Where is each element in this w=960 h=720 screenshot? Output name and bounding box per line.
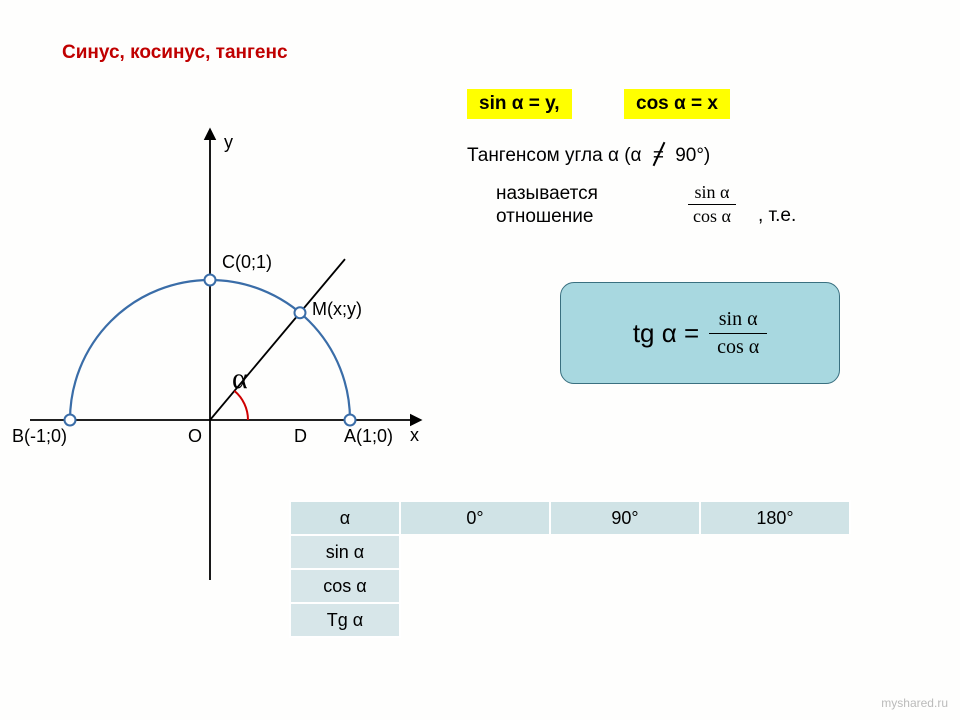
cos-definition-box: cos α = x xyxy=(624,89,730,119)
tg-frac-bot: cos α xyxy=(709,336,767,359)
watermark: myshared.ru xyxy=(881,696,948,710)
angle-alpha-label: α xyxy=(232,362,248,396)
point-m-label: M(x;y) xyxy=(312,299,362,320)
axis-y-label: y xyxy=(224,132,233,153)
origin-label: O xyxy=(188,426,202,447)
point-a-label: A(1;0) xyxy=(344,426,393,447)
tg-frac-top: sin α xyxy=(709,308,767,331)
table-overlay xyxy=(401,534,855,638)
tangent-def-line1: Тангенсом угла α (α = 90°) xyxy=(467,145,710,167)
table-header: 90° xyxy=(550,501,700,535)
sin-over-cos-small: sin α cos α xyxy=(688,182,736,227)
tangent-def-text-b: 90°) xyxy=(675,145,710,166)
tangent-def-line2: называется отношение xyxy=(496,183,676,229)
frac-top-small: sin α xyxy=(688,182,736,203)
tg-label: tg α = xyxy=(633,318,699,349)
table-row-label: Tg α xyxy=(290,603,400,637)
sin-definition-box: sin α = y, xyxy=(467,89,572,119)
tangent-formula-box: tg α = sin α cos α xyxy=(560,282,840,384)
point-d-label: D xyxy=(294,426,307,447)
tangent-def-text-a: Тангенсом угла α (α xyxy=(467,145,642,166)
table-row-label: sin α xyxy=(290,535,400,569)
frac-bot-small: cos α xyxy=(688,206,736,227)
axis-x-label: x xyxy=(410,425,419,446)
point-b-label: B(-1;0) xyxy=(12,426,67,447)
tangent-def-te: , т.е. xyxy=(758,205,796,227)
not-equal-symbol: = xyxy=(653,145,664,167)
frac-line-small xyxy=(688,204,736,205)
point-c-label: C(0;1) xyxy=(222,252,272,273)
tg-frac-line xyxy=(709,333,767,334)
table-header: 0° xyxy=(400,501,550,535)
table-row-label: cos α xyxy=(290,569,400,603)
table-header: α xyxy=(290,501,400,535)
table-header: 180° xyxy=(700,501,850,535)
tg-fraction: sin α cos α xyxy=(709,308,767,359)
